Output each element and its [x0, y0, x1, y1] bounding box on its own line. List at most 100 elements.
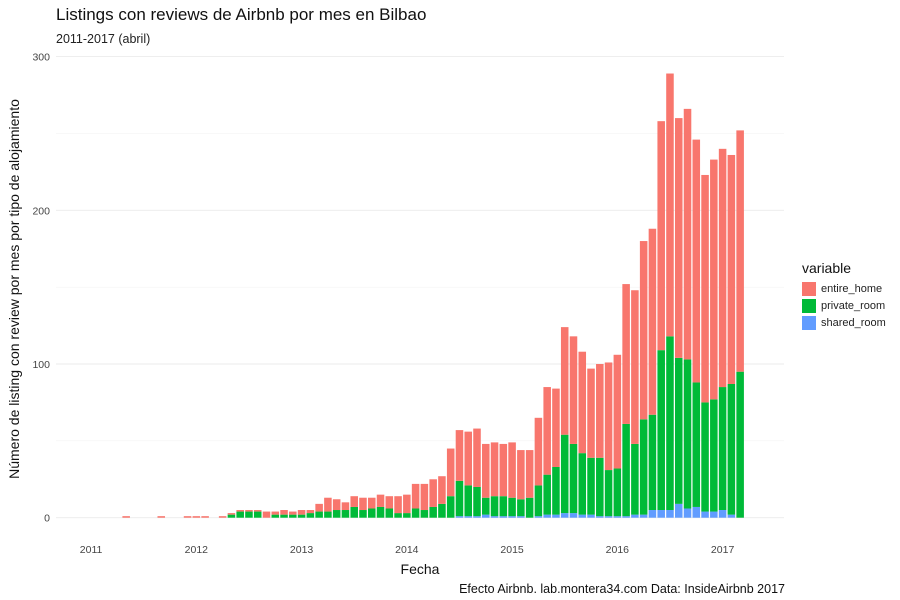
bar-entire-home: [315, 503, 323, 512]
bar-entire-home: [350, 496, 358, 507]
bar-shared-room: [499, 516, 508, 518]
bar-shared-room: [657, 510, 665, 518]
bar-shared-room: [622, 516, 630, 518]
bars: [122, 73, 744, 518]
bar-entire-home: [324, 497, 332, 512]
x-tick-label: 2014: [395, 544, 419, 556]
bar-private-room: [499, 496, 508, 517]
bar-entire-home: [604, 362, 613, 471]
bar-private-room: [674, 357, 683, 504]
bar-entire-home: [552, 388, 560, 467]
bar-private-room: [701, 402, 709, 512]
bar-entire-home: [236, 510, 244, 512]
bar-private-room: [315, 511, 323, 518]
bar-private-room: [639, 419, 648, 515]
bar-shared-room: [560, 513, 569, 518]
bar-entire-home: [622, 284, 630, 424]
bar-entire-home: [525, 450, 534, 498]
bar-private-room: [403, 513, 411, 518]
x-tick-label: 2017: [711, 544, 735, 556]
bar-private-room: [543, 474, 551, 515]
bar-entire-home: [569, 336, 578, 444]
bar-entire-home: [534, 417, 543, 486]
y-tick-label: 0: [44, 513, 50, 525]
bar-shared-room: [569, 513, 578, 518]
bar-shared-room: [710, 511, 718, 518]
bar-entire-home: [736, 130, 744, 372]
bar-entire-home: [192, 516, 201, 518]
x-tick-label: 2011: [80, 544, 103, 556]
bar-private-room: [332, 510, 341, 518]
bar-entire-home: [341, 502, 350, 511]
bar-entire-home: [227, 513, 236, 515]
bar-entire-home: [508, 442, 516, 498]
bar-entire-home: [543, 387, 551, 475]
bar-entire-home: [727, 154, 736, 384]
bar-private-room: [490, 496, 499, 517]
bar-private-room: [517, 499, 525, 517]
bar-entire-home: [359, 497, 367, 511]
bar-shared-room: [543, 514, 551, 518]
bar-private-room: [245, 511, 253, 518]
bar-shared-room: [534, 516, 543, 518]
legend-title: variable: [802, 260, 852, 276]
legend: variable entire_home private_room shared…: [802, 260, 886, 331]
bar-entire-home: [262, 511, 271, 518]
bar-private-room: [657, 350, 665, 511]
bar-private-room: [622, 423, 630, 517]
bar-entire-home: [183, 516, 192, 518]
bar-private-room: [324, 511, 332, 518]
x-tick-label: 2012: [185, 544, 209, 556]
bar-entire-home: [218, 516, 227, 518]
y-axis-label: Número de listing con review por mes por…: [6, 99, 22, 479]
legend-label-shared-room: shared_room: [821, 316, 886, 329]
bar-private-room: [631, 443, 639, 515]
bar-private-room: [482, 497, 490, 515]
bar-shared-room: [613, 516, 622, 518]
bar-private-room: [464, 485, 473, 517]
x-tick-label: 2015: [500, 544, 524, 556]
bar-entire-home: [271, 511, 280, 515]
bar-entire-home: [631, 290, 639, 444]
bar-private-room: [587, 457, 595, 515]
bar-private-room: [534, 485, 543, 517]
bar-entire-home: [411, 483, 420, 509]
bar-shared-room: [455, 516, 464, 518]
bar-private-room: [560, 434, 569, 514]
bar-shared-room: [596, 516, 604, 518]
bar-shared-room: [674, 503, 683, 518]
legend-label-entire-home: entire_home: [821, 282, 883, 295]
bar-shared-room: [718, 510, 727, 518]
bar-private-room: [666, 336, 674, 511]
legend-label-private-room: private_room: [821, 299, 886, 312]
bar-entire-home: [613, 354, 622, 469]
bar-shared-room: [552, 514, 560, 518]
bar-private-room: [578, 453, 587, 515]
bar-shared-room: [648, 510, 657, 518]
bar-entire-home: [578, 351, 587, 454]
bar-shared-room: [587, 514, 595, 518]
bar-private-room: [613, 468, 622, 517]
bar-private-room: [569, 443, 578, 514]
legend-key-shared-room: [802, 315, 816, 330]
bar-entire-home: [710, 159, 718, 400]
bar-shared-room: [631, 514, 639, 518]
bar-private-room: [253, 511, 262, 518]
bar-private-room: [420, 510, 429, 518]
bar-entire-home: [394, 496, 402, 514]
bar-entire-home: [403, 494, 411, 514]
bar-shared-room: [604, 516, 613, 518]
bar-entire-home: [499, 443, 508, 497]
bar-private-room: [718, 387, 727, 511]
bar-entire-home: [332, 499, 341, 511]
bar-entire-home: [122, 516, 130, 518]
bar-entire-home: [429, 479, 437, 507]
bar-shared-room: [578, 514, 587, 518]
bar-private-room: [394, 513, 402, 518]
bar-private-room: [297, 514, 306, 518]
bar-entire-home: [718, 148, 727, 388]
bar-shared-room: [517, 516, 525, 518]
bar-private-room: [289, 514, 297, 518]
bar-private-room: [367, 508, 376, 518]
